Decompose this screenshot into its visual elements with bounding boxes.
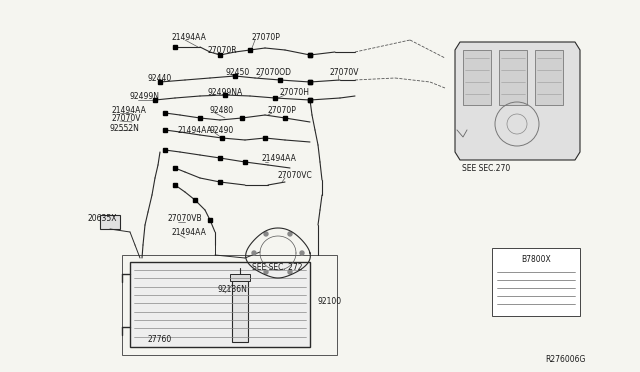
Circle shape (300, 251, 304, 255)
Text: 27070H: 27070H (280, 87, 310, 96)
Text: 92490: 92490 (210, 125, 234, 135)
Text: 21494AA: 21494AA (172, 32, 207, 42)
Bar (130, 262, 310, 347)
Bar (499, 50, 527, 105)
Text: 92499NA: 92499NA (208, 87, 243, 96)
Bar (232, 280, 248, 342)
Text: 27070V: 27070V (330, 67, 360, 77)
Circle shape (288, 232, 292, 236)
Text: 21494AA: 21494AA (262, 154, 297, 163)
Circle shape (252, 251, 256, 255)
Text: 27070R: 27070R (208, 45, 237, 55)
Text: R276006G: R276006G (545, 356, 586, 365)
Text: 27070P: 27070P (252, 32, 281, 42)
Circle shape (264, 270, 268, 274)
Bar (100, 215, 120, 229)
Text: 27070P: 27070P (268, 106, 297, 115)
Text: SEE SEC. 272: SEE SEC. 272 (252, 263, 303, 273)
Text: 92552N: 92552N (110, 124, 140, 132)
Text: 27070VB: 27070VB (168, 214, 203, 222)
Text: 92136N: 92136N (218, 285, 248, 295)
Bar (463, 50, 491, 105)
Bar (492, 248, 580, 316)
Polygon shape (455, 42, 580, 160)
Text: 27070VC: 27070VC (278, 170, 313, 180)
Text: 21494AA: 21494AA (112, 106, 147, 115)
Text: 20635X: 20635X (88, 214, 118, 222)
Text: 21494AA: 21494AA (178, 125, 213, 135)
Circle shape (288, 270, 292, 274)
Text: 27070OD: 27070OD (255, 67, 291, 77)
Text: SEE SEC.270: SEE SEC.270 (462, 164, 510, 173)
Text: 92450: 92450 (225, 67, 249, 77)
Text: 92480: 92480 (210, 106, 234, 115)
Text: B7800X: B7800X (521, 256, 551, 264)
Bar (230, 274, 250, 281)
Circle shape (264, 232, 268, 236)
Text: 21494AA: 21494AA (172, 228, 207, 237)
Bar (122, 255, 337, 355)
Text: 92100: 92100 (318, 298, 342, 307)
Text: 92499N: 92499N (130, 92, 160, 100)
Bar (535, 50, 563, 105)
Text: 92440: 92440 (148, 74, 172, 83)
Text: 27760: 27760 (148, 336, 172, 344)
Text: 27070V: 27070V (112, 113, 141, 122)
